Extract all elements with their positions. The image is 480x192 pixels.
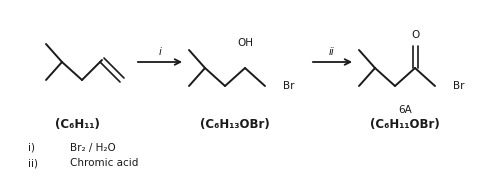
Text: Br: Br [453,81,465,91]
Text: Chromic acid: Chromic acid [70,158,138,168]
Text: i: i [158,47,161,57]
Text: Br₂ / H₂O: Br₂ / H₂O [70,143,116,153]
Text: (C₆H₁₁OBr): (C₆H₁₁OBr) [370,118,440,131]
Text: ii): ii) [28,158,38,168]
Text: (C₆H₁₃OBr): (C₆H₁₃OBr) [200,118,270,131]
Text: i): i) [28,143,35,153]
Text: Br: Br [283,81,295,91]
Text: 6A: 6A [398,105,412,115]
Text: ii: ii [329,47,335,57]
Text: O: O [411,30,419,40]
Text: (C₆H₁₁): (C₆H₁₁) [55,118,99,131]
Text: OH: OH [237,38,253,48]
